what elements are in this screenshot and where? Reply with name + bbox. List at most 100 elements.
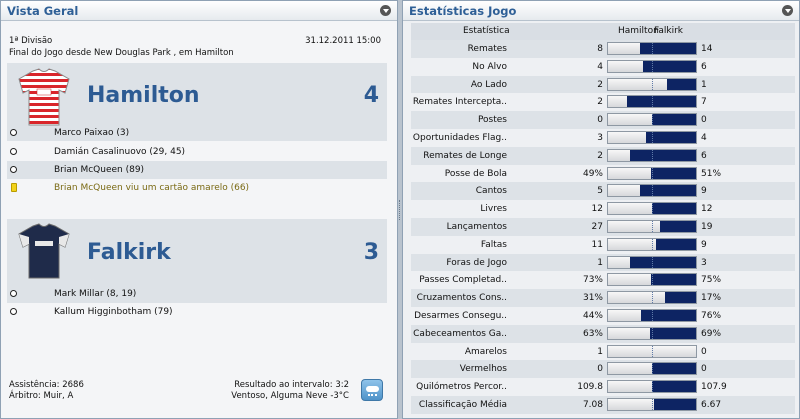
stat-away-bar-fill xyxy=(651,274,696,286)
event-text[interactable]: Brian McQueen viu um cartão amarelo (66) xyxy=(54,183,250,193)
stat-bar-midline xyxy=(652,345,653,357)
stat-away-bar-fill xyxy=(645,131,696,143)
stat-row: Remates Intercepta.. 2 7 xyxy=(411,93,795,111)
away-shirt-icon xyxy=(18,223,70,279)
stat-comparison-bar xyxy=(607,291,697,305)
stat-home-value: 109.8 xyxy=(577,382,603,393)
stat-row: Faltas 11 9 xyxy=(411,236,795,254)
stat-away-value: 1 xyxy=(701,79,707,90)
match-datetime: 31.12.2011 15:00 xyxy=(305,36,381,46)
stat-home-value: 0 xyxy=(597,364,603,375)
stat-home-value: 11 xyxy=(591,239,603,250)
stat-bar-midline xyxy=(652,309,653,321)
stat-row: Posse de Bola 49% 51% xyxy=(411,165,795,183)
stat-label: Cruzamentos Cons.. xyxy=(416,293,507,304)
venue-line: Final do Jogo desde New Douglas Park , e… xyxy=(9,48,234,58)
stat-away-bar-fill xyxy=(652,114,696,126)
stat-label: Amarelos xyxy=(464,346,507,357)
stat-comparison-bar xyxy=(607,113,697,127)
stat-label: Lançamentos xyxy=(446,221,507,232)
stat-away-bar-fill xyxy=(651,167,696,179)
event-row: Marco Paixao (3) xyxy=(7,124,387,142)
stat-label: Passes Completad.. xyxy=(419,275,507,286)
stat-bar-midline xyxy=(652,149,653,161)
home-team-name[interactable]: Hamilton xyxy=(87,83,200,108)
column-header-home[interactable]: Hamilton xyxy=(618,26,659,36)
stat-comparison-bar xyxy=(607,362,697,376)
stats-panel: Estatísticas Jogo Estatística Hamilton F… xyxy=(402,0,800,419)
stat-home-value: 3 xyxy=(597,132,603,143)
event-row: Brian McQueen viu um cartão amarelo (66) xyxy=(7,179,387,197)
stat-away-value: 14 xyxy=(701,44,713,54)
goal-ball-icon xyxy=(10,290,17,297)
panel-menu-icon[interactable] xyxy=(380,5,391,16)
stat-away-value: 7 xyxy=(701,97,707,108)
stat-bar-midline xyxy=(652,131,653,143)
stat-bar-midline xyxy=(652,203,653,215)
stat-comparison-bar xyxy=(607,380,697,394)
home-team-box: Hamilton 4 xyxy=(7,63,387,141)
stat-comparison-bar xyxy=(607,397,697,411)
stat-home-value: 1 xyxy=(597,346,603,357)
stat-row: Desarmes Consegu.. 44% 76% xyxy=(411,307,795,325)
stat-home-value: 12 xyxy=(591,204,603,215)
stat-comparison-bar xyxy=(607,344,697,358)
stat-away-bar-fill xyxy=(652,203,696,215)
stat-away-value: 3 xyxy=(701,257,707,268)
stat-away-value: 19 xyxy=(701,221,713,232)
overview-panel: Vista Geral 1ª Divisão 31.12.2011 15:00 … xyxy=(0,0,398,419)
event-text[interactable]: Damián Casalinuovo (29, 45) xyxy=(54,147,186,157)
event-row: Brian McQueen (89) xyxy=(7,161,387,179)
stat-away-bar-fill xyxy=(639,185,696,197)
event-text[interactable]: Brian McQueen (89) xyxy=(54,165,145,175)
stat-home-value: 5 xyxy=(597,186,603,197)
column-header-stat[interactable]: Estatística xyxy=(463,26,510,36)
stat-bar-midline xyxy=(652,274,653,286)
weather-snow-icon xyxy=(361,379,383,401)
competition-name[interactable]: 1ª Divisão xyxy=(9,36,53,46)
goal-ball-icon xyxy=(10,166,17,173)
referee[interactable]: Árbitro: Muir, A xyxy=(9,391,74,401)
stat-label: Postes xyxy=(477,115,507,126)
stat-label: Remates de Longe xyxy=(423,150,507,161)
event-text[interactable]: Mark Millar (8, 19) xyxy=(54,289,137,299)
stat-home-value: 44% xyxy=(582,310,603,321)
stat-away-bar-fill xyxy=(639,43,696,54)
overview-header: Vista Geral xyxy=(1,1,397,21)
stat-row: Remates 8 14 xyxy=(411,40,795,58)
stat-away-bar-fill xyxy=(630,149,696,161)
stat-bar-midline xyxy=(652,220,653,232)
column-header-away[interactable]: Falkirk xyxy=(654,26,683,36)
stat-away-bar-fill xyxy=(656,238,696,250)
stat-home-value: 27 xyxy=(591,221,603,232)
stat-comparison-bar xyxy=(607,166,697,180)
stats-column-headers: Estatística Hamilton Falkirk xyxy=(411,23,795,40)
weather-text: Ventoso, Alguma Neve -3°C xyxy=(231,391,349,401)
stat-label: Vermelhos xyxy=(459,364,507,375)
panel-splitter[interactable] xyxy=(398,0,402,419)
event-text[interactable]: Marco Paixao (3) xyxy=(54,128,130,138)
stat-bar-midline xyxy=(652,185,653,197)
stat-row: Oportunidades Flag.. 3 4 xyxy=(411,129,795,147)
goal-ball-icon xyxy=(10,308,17,315)
yellow-card-icon xyxy=(11,183,17,192)
panel-menu-icon[interactable] xyxy=(782,5,793,16)
stat-away-bar-fill xyxy=(640,309,696,321)
away-team-name[interactable]: Falkirk xyxy=(87,240,171,265)
event-text[interactable]: Kallum Higginbotham (79) xyxy=(54,307,173,317)
goal-ball-icon xyxy=(10,129,17,136)
stat-row: Lançamentos 27 19 xyxy=(411,217,795,236)
stat-label: Quilómetros Percor.. xyxy=(416,382,507,393)
stat-label: No Alvo xyxy=(472,61,507,72)
stat-label: Classificação Média xyxy=(418,399,507,410)
halftime-score: Resultado ao intervalo: 3:2 xyxy=(234,380,349,390)
stat-away-value: 6 xyxy=(701,61,707,72)
stat-bar-midline xyxy=(652,96,653,108)
stat-row: Cabeceamentos Ga.. 63% 69% xyxy=(411,324,795,343)
stat-away-value: 69% xyxy=(701,328,722,339)
stat-bar-midline xyxy=(652,238,653,250)
stat-row: Quilómetros Percor.. 109.8 107.9 xyxy=(411,378,795,396)
stat-comparison-bar xyxy=(607,42,697,55)
stat-label: Faltas xyxy=(480,239,507,250)
stat-away-value: 76% xyxy=(701,310,722,321)
